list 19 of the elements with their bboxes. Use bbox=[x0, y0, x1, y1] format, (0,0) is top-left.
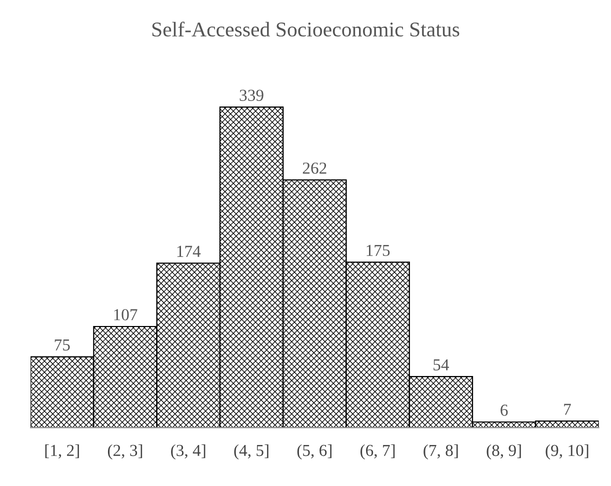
data-label: 262 bbox=[302, 162, 326, 174]
x-tick-label: (2, 3] bbox=[108, 444, 142, 460]
x-tick-label: (8, 9] bbox=[486, 444, 521, 460]
x-tick-label: [1, 2] bbox=[45, 444, 79, 458]
data-label: 7 bbox=[564, 404, 571, 415]
x-tick-label: (6, 7] bbox=[360, 444, 395, 460]
x-tick-label: (3, 4] bbox=[171, 444, 206, 460]
x-tick-label: (9, 10] bbox=[546, 444, 588, 460]
data-label: 174 bbox=[177, 246, 201, 257]
data-label: 54 bbox=[434, 359, 450, 370]
x-tick-label: (7, 8] bbox=[424, 444, 458, 460]
data-label: 339 bbox=[240, 90, 264, 101]
chart-title: Self-Accessed Socioeconomic Status bbox=[152, 22, 460, 37]
data-label: 75 bbox=[54, 340, 70, 351]
x-tick-label: (5, 6] bbox=[297, 444, 332, 460]
x-tick-label: (4, 5] bbox=[234, 444, 268, 460]
data-label: 6 bbox=[500, 404, 508, 416]
data-label: 175 bbox=[366, 244, 390, 256]
data-label: 107 bbox=[114, 309, 138, 320]
